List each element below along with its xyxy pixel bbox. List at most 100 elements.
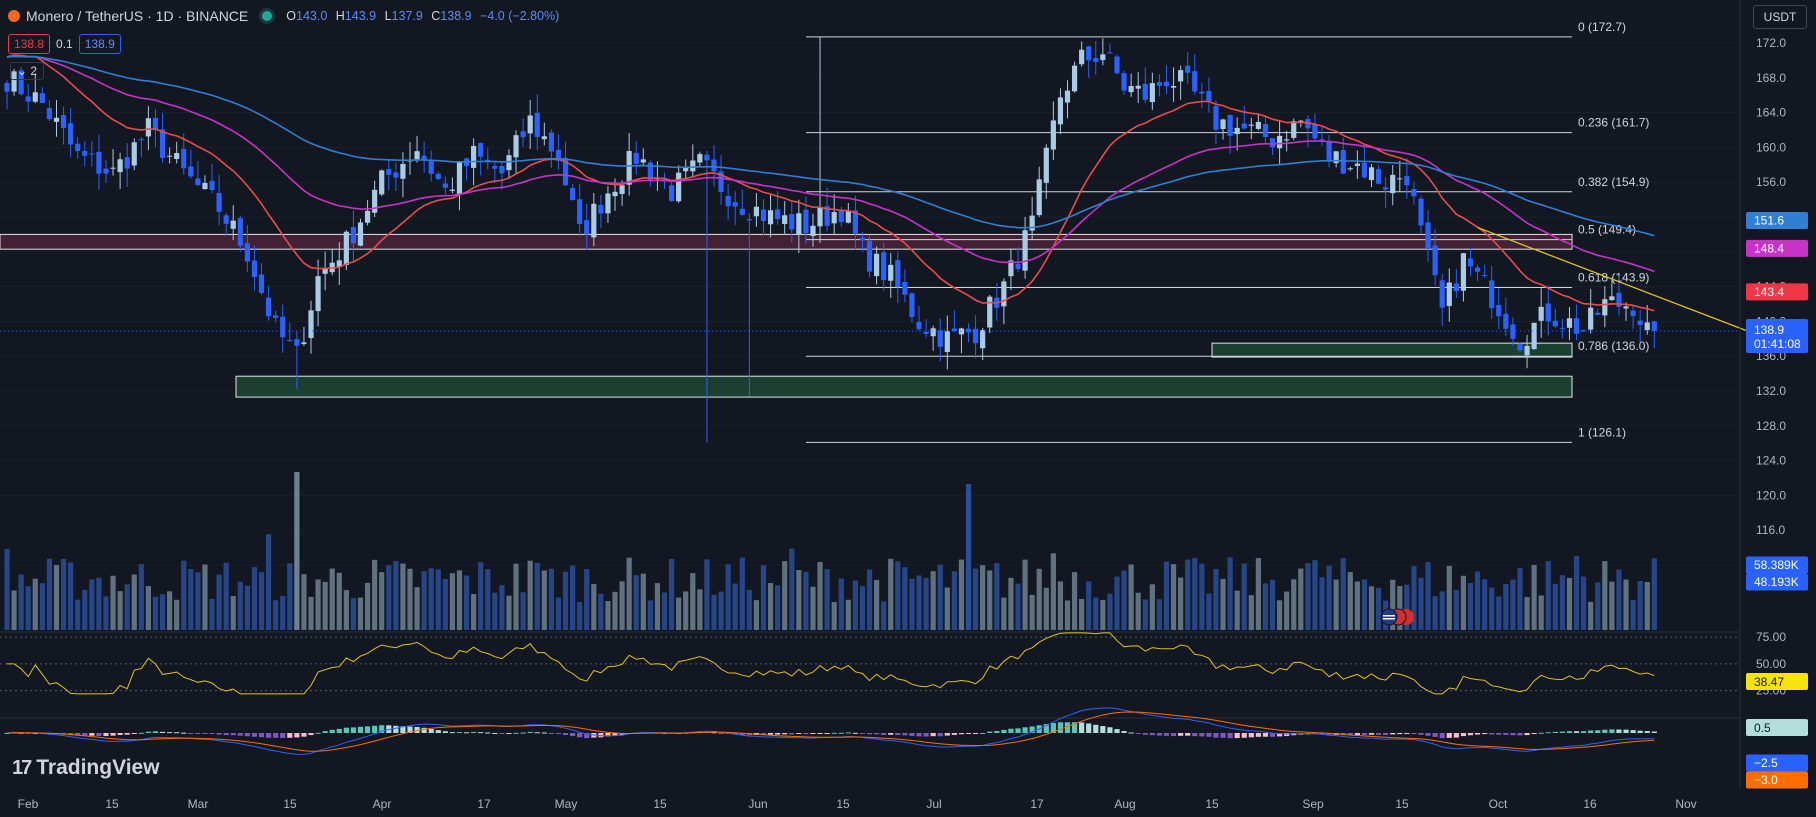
us-flag-event-icon[interactable] <box>1380 608 1416 626</box>
macd-histogram-bar <box>435 730 441 733</box>
candle-body <box>725 195 731 207</box>
macd-value-label-bg <box>1746 754 1808 772</box>
volume-bar <box>1149 584 1155 630</box>
volume-bar <box>654 583 661 630</box>
fib-label: 0.236 (161.7) <box>1578 116 1649 130</box>
currency-selector[interactable]: USDT <box>1753 5 1807 29</box>
candle-body <box>25 96 31 102</box>
volume-bar <box>195 572 201 630</box>
volume-bar <box>167 591 173 630</box>
candle-body <box>881 252 887 281</box>
rsi-tag-bg <box>1746 673 1808 690</box>
candle-body <box>704 154 710 161</box>
volume-bar <box>612 591 618 630</box>
volume-bar <box>619 581 625 630</box>
volume-bar <box>965 484 972 630</box>
macd-histogram-bar <box>4 733 10 734</box>
volume-bar <box>372 559 378 630</box>
rsi-line <box>7 632 1655 695</box>
candle-body <box>60 115 67 129</box>
candle-body <box>1170 85 1177 88</box>
volume-bar <box>1015 583 1021 630</box>
candle-body <box>1559 327 1565 329</box>
candle-body <box>683 167 689 172</box>
macd-histogram-bar <box>364 726 371 733</box>
candle-body <box>223 215 229 224</box>
candle-body <box>803 209 809 234</box>
candle-body <box>386 169 392 175</box>
candle-body <box>1545 303 1551 322</box>
macd-histogram-bar <box>1354 733 1360 736</box>
macd-histogram-bar <box>1390 733 1396 735</box>
candle-body <box>591 203 597 238</box>
candle-body <box>697 154 703 163</box>
candle-body <box>1255 121 1261 129</box>
candle-body <box>209 180 215 190</box>
indicators-toggle[interactable]: ⌄ 2 <box>10 62 45 80</box>
candle-body <box>145 118 151 137</box>
volume-bar <box>1340 558 1346 630</box>
candle-body <box>619 185 625 194</box>
volume-bar <box>803 571 809 630</box>
volume-bar <box>640 573 646 630</box>
volume-bar <box>732 583 738 630</box>
macd-histogram-bar <box>1206 733 1212 737</box>
fib-label: 0.786 (136.0) <box>1578 339 1649 353</box>
time-axis: Feb 15 Mar 15 Apr 17 May 15 Jun 15 Jul 17 Aug 15 Sep 15… <box>18 797 1697 811</box>
macd-histogram-bar <box>1114 729 1120 733</box>
macd-histogram-bar <box>1616 729 1622 733</box>
macd-histogram-bar <box>82 733 88 736</box>
macd-histogram-bar <box>1255 733 1261 737</box>
volume-bar <box>456 570 463 630</box>
macd-histogram-bar <box>1460 733 1467 737</box>
volume-bar <box>1637 581 1643 630</box>
trendline <box>1477 226 1775 343</box>
macd-histogram-bar <box>343 727 349 733</box>
volume-bar <box>1439 591 1445 630</box>
signal-value-label-bg <box>1746 771 1808 789</box>
macd-histogram-bar <box>209 733 215 734</box>
volume-bar <box>711 594 717 630</box>
macd-histogram-bar <box>449 732 456 734</box>
candle-body <box>39 93 45 103</box>
candle-body <box>216 192 222 212</box>
volume-label-2-bg <box>1746 573 1808 591</box>
x-tick-label: Feb <box>18 797 39 811</box>
macd-histogram-bar <box>874 733 880 735</box>
volume-bar <box>888 558 894 630</box>
volume-bar <box>1333 579 1339 630</box>
candle-body <box>1623 306 1629 309</box>
symbol-title[interactable]: Monero / TetherUS · 1D · BINANCE <box>26 8 249 24</box>
macd-histogram-bar <box>357 726 364 733</box>
macd-histogram-bar <box>958 733 965 735</box>
sell-price-button[interactable]: 138.8 <box>8 34 51 54</box>
volume-bar <box>343 590 349 630</box>
candle-body <box>89 153 95 155</box>
macd-histogram-bar <box>1503 733 1509 735</box>
volume-bar <box>60 558 67 630</box>
volume-bar <box>1128 564 1134 630</box>
candle-body <box>570 188 576 201</box>
macd-histogram-bar <box>117 733 123 736</box>
macd-hist-tag-bg <box>1746 719 1808 736</box>
x-tick-label: Jun <box>748 797 767 811</box>
volume-bar <box>202 564 208 630</box>
volume-bar <box>718 591 724 630</box>
macd-histogram-bar <box>1581 731 1587 733</box>
macd-histogram-bar <box>1213 733 1219 738</box>
volume-bar <box>145 586 151 630</box>
volume-bar <box>1552 583 1558 630</box>
candle-body <box>1298 120 1304 123</box>
last-price-label: 138.9 <box>1754 323 1784 337</box>
x-tick-label: Sep <box>1302 797 1324 811</box>
candle-body <box>1581 330 1587 332</box>
macd-histogram-bar <box>1573 731 1580 733</box>
macd-histogram-bar <box>1510 733 1516 736</box>
candle-body <box>1248 124 1254 126</box>
price-tag-143.4: 143.4 <box>1754 285 1784 299</box>
candle-body <box>1368 167 1375 181</box>
buy-price-button[interactable]: 138.9 <box>78 34 121 54</box>
macd-histogram-bar <box>273 733 279 738</box>
candle-body <box>577 199 583 224</box>
